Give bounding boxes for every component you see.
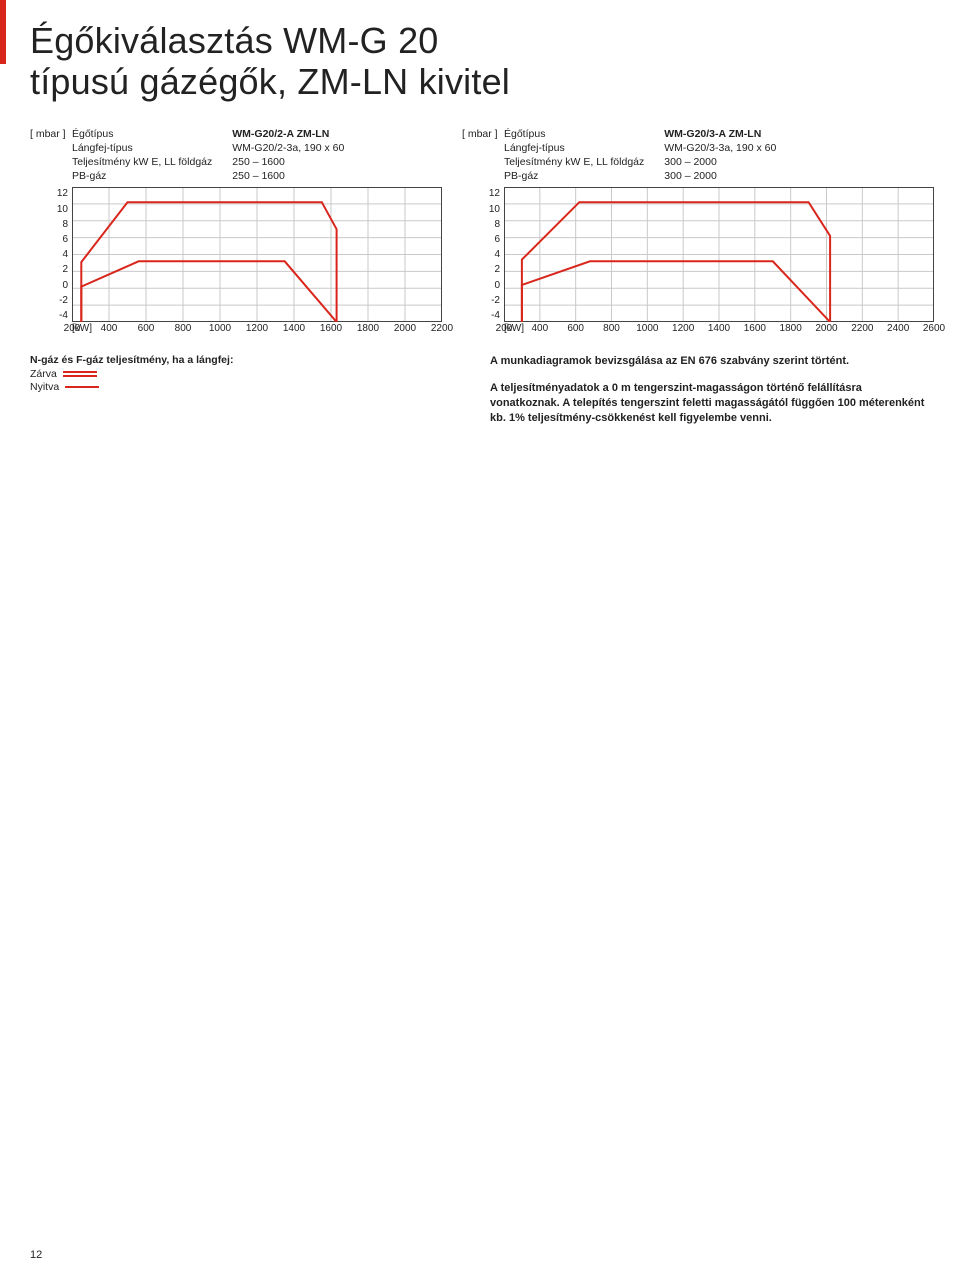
spec-value: 300 – 2000 xyxy=(664,155,934,169)
x-tick: 800 xyxy=(175,322,192,336)
y-tick: 10 xyxy=(57,203,68,217)
x-tick: 600 xyxy=(567,322,584,336)
legend-and-notes: N-gáz és F-gáz teljesítmény, ha a lángfe… xyxy=(30,354,930,437)
chart-plot xyxy=(504,187,934,322)
spec-label: Teljesítmény kW E, LL földgáz xyxy=(504,155,644,169)
x-tick: 2000 xyxy=(394,322,416,336)
y-tick: 8 xyxy=(494,218,500,232)
x-tick: 1000 xyxy=(636,322,658,336)
note-1: A munkadiagramok bevizsgálása az EN 676 … xyxy=(490,354,930,369)
spec-value: 300 – 2000 xyxy=(664,169,934,183)
x-tick: 2200 xyxy=(851,322,873,336)
legend-swatch-double xyxy=(63,371,97,377)
y-tick: 4 xyxy=(494,248,500,262)
charts-row: [ mbar ] Égőtípus WM-G20/2-A ZM-LN Lángfe… xyxy=(30,127,930,337)
x-ticks: [kW]200400600800100012001400160018002000… xyxy=(72,322,442,336)
notes-block: A munkadiagramok bevizsgálása az EN 676 … xyxy=(490,354,930,437)
x-tick: 2000 xyxy=(815,322,837,336)
y-tick: 0 xyxy=(62,279,68,293)
title-line-1: Égőkiválasztás WM-G 20 xyxy=(30,20,439,61)
y-tick: 6 xyxy=(62,233,68,247)
y-tick: 2 xyxy=(62,263,68,277)
x-tick: 1400 xyxy=(708,322,730,336)
y-tick: -4 xyxy=(59,309,68,323)
x-tick: 200 xyxy=(496,322,513,336)
spec-label: Égőtípus xyxy=(504,127,644,141)
chart-plot xyxy=(72,187,442,322)
y-tick: 6 xyxy=(494,233,500,247)
x-tick: 200 xyxy=(64,322,81,336)
x-tick: 600 xyxy=(138,322,155,336)
spec-label: Lángfej-típus xyxy=(504,141,644,155)
y-tick: -4 xyxy=(491,309,500,323)
x-tick: 1400 xyxy=(283,322,305,336)
legend-item: Nyitva xyxy=(30,381,470,393)
y-tick: -2 xyxy=(491,294,500,308)
y-tick: -2 xyxy=(59,294,68,308)
spec-label: Lángfej-típus xyxy=(72,141,212,155)
spec-value: WM-G20/3-A ZM-LN xyxy=(664,127,934,141)
x-tick: 2600 xyxy=(923,322,945,336)
legend-swatch-single xyxy=(65,384,99,390)
y-tick: 2 xyxy=(494,263,500,277)
y-axis-unit: [ mbar ] xyxy=(30,127,72,184)
x-ticks: [kW]200400600800100012001400160018002000… xyxy=(504,322,934,336)
spec-value: WM-G20/2-3a, 190 x 60 xyxy=(232,141,442,155)
spec-label: Teljesítmény kW E, LL földgáz xyxy=(72,155,212,169)
y-ticks: 12 108642 0-2-4 xyxy=(30,187,72,322)
chart-wm-g20-2: [ mbar ] Égőtípus WM-G20/2-A ZM-LN Lángfe… xyxy=(30,127,442,337)
spec-value: 250 – 1600 xyxy=(232,155,442,169)
spec-label: PB-gáz xyxy=(504,169,644,183)
y-tick: 8 xyxy=(62,218,68,232)
y-axis-unit: [ mbar ] xyxy=(462,127,504,184)
y-ticks: 12 108642 0-2-4 xyxy=(462,187,504,322)
legend-item: Zárva xyxy=(30,368,470,380)
x-tick: 1200 xyxy=(672,322,694,336)
chart-wm-g20-3: [ mbar ] Égőtípus WM-G20/3-A ZM-LN Lángfe… xyxy=(462,127,934,337)
y-tick: 4 xyxy=(62,248,68,262)
spec-label: PB-gáz xyxy=(72,169,212,183)
page-title: Égőkiválasztás WM-G 20 típusú gázégők, Z… xyxy=(30,20,930,103)
legend-title: N-gáz és F-gáz teljesítmény, ha a lángfe… xyxy=(30,354,470,366)
x-tick: 400 xyxy=(531,322,548,336)
legend-label: Zárva xyxy=(30,368,57,380)
x-tick: 1600 xyxy=(744,322,766,336)
note-2: A teljesítményadatok a 0 m tengerszint-m… xyxy=(490,381,930,426)
spec-table: Égőtípus WM-G20/2-A ZM-LN Lángfej-típus W… xyxy=(72,127,442,184)
page-number: 12 xyxy=(30,1249,42,1261)
x-tick: 1800 xyxy=(357,322,379,336)
y-tick: 0 xyxy=(494,279,500,293)
x-tick: 1000 xyxy=(209,322,231,336)
x-tick: 2200 xyxy=(431,322,453,336)
x-tick: 1600 xyxy=(320,322,342,336)
y-tick: 10 xyxy=(489,203,500,217)
title-line-2: típusú gázégők, ZM-LN kivitel xyxy=(30,61,510,102)
x-tick: 2400 xyxy=(887,322,909,336)
spec-value: WM-G20/2-A ZM-LN xyxy=(232,127,442,141)
y-tick: 12 xyxy=(57,187,68,201)
spec-label: Égőtípus xyxy=(72,127,212,141)
x-tick: 400 xyxy=(101,322,118,336)
spec-value: WM-G20/3-3a, 190 x 60 xyxy=(664,141,934,155)
spec-value: 250 – 1600 xyxy=(232,169,442,183)
y-tick: 12 xyxy=(489,187,500,201)
legend-label: Nyitva xyxy=(30,381,59,393)
x-tick: 1200 xyxy=(246,322,268,336)
x-tick: 800 xyxy=(603,322,620,336)
spec-table: Égőtípus WM-G20/3-A ZM-LN Lángfej-típus W… xyxy=(504,127,934,184)
legend-block: N-gáz és F-gáz teljesítmény, ha a lángfe… xyxy=(30,354,470,437)
accent-bar xyxy=(0,0,6,64)
x-tick: 1800 xyxy=(780,322,802,336)
